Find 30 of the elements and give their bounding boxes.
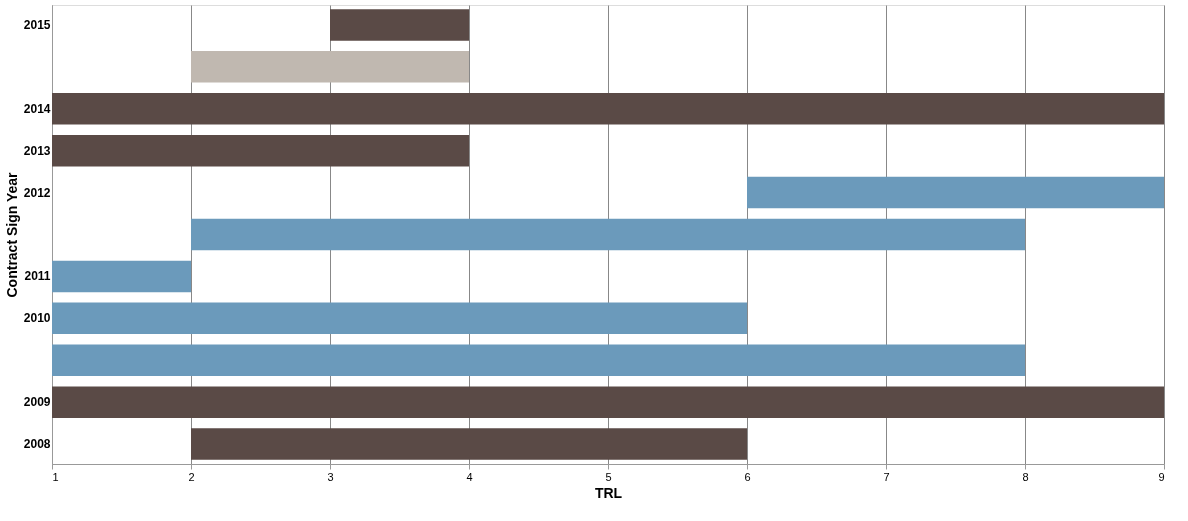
x-tick-label: 1 — [52, 470, 59, 483]
bar — [191, 51, 469, 83]
y-axis-title: Contract Sign Year — [3, 171, 20, 298]
bar — [191, 218, 1025, 251]
y-tick-label: 2009 — [23, 395, 51, 410]
bar — [52, 344, 1025, 376]
x-tick-label: 3 — [327, 470, 334, 483]
y-tick-label: 2013 — [23, 143, 51, 158]
y-tick-label: 2015 — [23, 17, 51, 32]
bar — [52, 134, 469, 167]
bar — [52, 93, 1164, 125]
bar — [52, 260, 191, 293]
x-tick-label: 6 — [744, 470, 751, 483]
x-tick-label: 4 — [466, 470, 473, 483]
x-tick-label: 9 — [1158, 470, 1165, 483]
x-axis-title: TRL — [594, 484, 623, 501]
x-tick-label: 2 — [188, 470, 195, 483]
y-tick-label: 2010 — [23, 311, 51, 326]
x-tick-label: 8 — [1022, 470, 1029, 483]
x-tick-label: 7 — [883, 470, 890, 483]
y-tick-label: 2012 — [23, 185, 51, 200]
bar — [747, 176, 1164, 209]
x-tick-label: 5 — [605, 470, 612, 483]
bar — [191, 428, 747, 460]
y-tick-label: 2008 — [23, 437, 51, 452]
y-tick-label: 2011 — [24, 269, 51, 284]
bar — [52, 302, 747, 335]
y-tick-label: 2014 — [23, 101, 51, 116]
bar — [52, 386, 1164, 418]
bar — [330, 9, 469, 41]
